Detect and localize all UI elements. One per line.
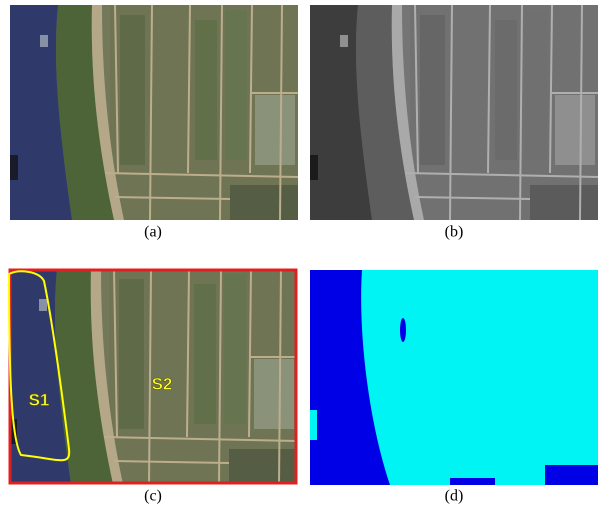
region-label: S1 xyxy=(29,390,50,409)
page: {"panels": [{"caption": "(a)"}, {"captio… xyxy=(0,0,600,510)
figure: (a) (b) S1 S2 (c) (d) xyxy=(0,0,600,510)
panel-c-image: S1 S2 xyxy=(9,269,297,484)
caption: (b) xyxy=(445,224,464,241)
panel-b-image xyxy=(310,5,598,220)
region-label: S2 xyxy=(152,374,173,393)
caption: (d) xyxy=(445,488,464,505)
caption: (c) xyxy=(144,488,162,505)
panel-a-image xyxy=(10,5,298,220)
panel-d-image xyxy=(310,270,598,485)
caption: (a) xyxy=(144,224,162,241)
